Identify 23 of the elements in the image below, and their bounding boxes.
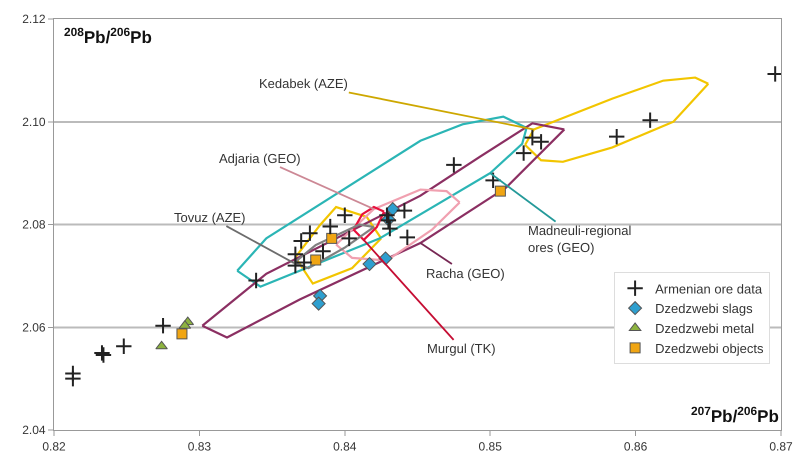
x-tick-label: 0.83 [188,439,212,454]
y-tick-label: 2.04 [22,423,46,438]
text: Madneuli-regional ores (GEO) [528,223,632,255]
legend-label: Dzedzwebi metal [655,321,754,336]
x-tick-label: 0.87 [769,439,793,454]
series-label: Racha (GEO) [426,266,505,281]
x-tick-label: 0.82 [42,439,66,454]
y-tick-label: 2.12 [22,12,46,26]
x-tick-label: 0.86 [624,439,648,454]
text: Adjaria (GEO) [219,151,301,166]
y-axis-title: $^{208}$Pb/$^{206}$Pb [64,25,152,48]
legend-label: Dzedzwebi objects [655,340,764,356]
y-tick-label: 2.06 [22,320,46,334]
text: Tovuz (AZE) [174,210,246,225]
legend-label: Dzedzwebi slags [655,301,754,316]
y-tick-label: 2.10 [22,114,46,129]
x-tick-label: 0.84 [333,439,357,454]
x-axis-title: $^{207}$Pb/$^{206}$Pb [691,404,779,426]
x-tick-label: 0.85 [478,439,502,454]
text: Kedabek (AZE) [259,76,348,91]
y-tick-label: 2.08 [22,218,46,232]
text: Murgul (TK) [427,341,496,356]
legend-label: Armenian ore data [655,281,763,296]
